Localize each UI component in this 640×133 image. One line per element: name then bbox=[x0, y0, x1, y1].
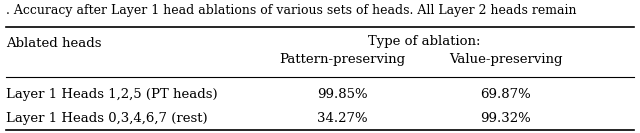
Text: Value-preserving: Value-preserving bbox=[449, 53, 563, 66]
Text: Pattern-preserving: Pattern-preserving bbox=[279, 53, 406, 66]
Text: 34.27%: 34.27% bbox=[317, 112, 368, 125]
Text: 69.87%: 69.87% bbox=[480, 88, 531, 101]
Text: Layer 1 Heads 0,3,4,6,7 (rest): Layer 1 Heads 0,3,4,6,7 (rest) bbox=[6, 112, 208, 125]
Text: Ablated heads: Ablated heads bbox=[6, 37, 102, 50]
Text: 99.85%: 99.85% bbox=[317, 88, 368, 101]
Text: Type of ablation:: Type of ablation: bbox=[368, 35, 480, 48]
Text: Layer 1 Heads 1,2,5 (PT heads): Layer 1 Heads 1,2,5 (PT heads) bbox=[6, 88, 218, 101]
Text: 99.32%: 99.32% bbox=[480, 112, 531, 125]
Text: . Accuracy after Layer 1 head ablations of various sets of heads. All Layer 2 he: . Accuracy after Layer 1 head ablations … bbox=[6, 4, 577, 17]
